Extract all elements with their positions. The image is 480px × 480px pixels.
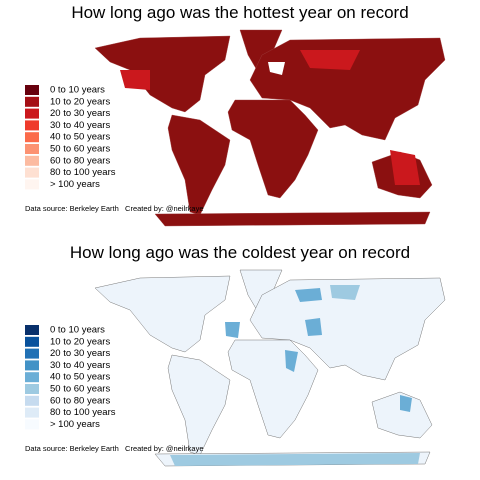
legend-swatch [25, 155, 39, 166]
world-map [94, 29, 446, 227]
legend-swatch [25, 167, 39, 178]
legend-label: 50 to 60 years [50, 144, 110, 155]
legend-label: 80 to 100 years [50, 167, 116, 178]
legend-label: 10 to 20 years [50, 96, 110, 107]
legend-label: 30 to 40 years [50, 360, 110, 371]
legend-swatch [25, 120, 39, 131]
legend-swatch [25, 325, 39, 335]
legend-swatch [25, 179, 39, 190]
legend-swatch [25, 132, 39, 143]
legend-label: > 100 years [50, 419, 100, 430]
legend-label: > 100 years [50, 179, 100, 190]
region-shading [268, 62, 285, 75]
legend-label: 20 to 30 years [50, 348, 110, 359]
legend-label: 30 to 40 years [50, 120, 110, 131]
coldest-map [94, 269, 446, 467]
data-source: Data source: Berkeley Earth Created by: … [25, 204, 204, 213]
legend-label: 10 to 20 years [50, 336, 110, 347]
hottest-map [94, 29, 446, 227]
world-map [94, 269, 446, 467]
legend-label: 50 to 60 years [50, 384, 110, 395]
legend-swatch [25, 360, 39, 371]
map-title: How long ago was the hottest year on rec… [71, 3, 408, 22]
legend-swatch [25, 407, 39, 418]
legend-swatch [25, 108, 39, 119]
legend-label: 80 to 100 years [50, 407, 116, 418]
legend-label: 0 to 10 years [50, 85, 105, 96]
legend-label: 40 to 50 years [50, 132, 110, 143]
legend-swatch [25, 336, 39, 347]
legend-swatch [25, 144, 39, 154]
legend-swatch [25, 419, 39, 430]
legend-label: 40 to 50 years [50, 372, 110, 383]
legend-label: 60 to 80 years [50, 395, 110, 406]
legend-swatch [25, 372, 39, 383]
legend-swatch [25, 85, 39, 95]
data-source: Data source: Berkeley Earth Created by: … [25, 444, 204, 453]
legend-swatch [25, 348, 39, 359]
legend-label: 60 to 80 years [50, 155, 110, 166]
legend-label: 0 to 10 years [50, 325, 105, 336]
legend-label: 20 to 30 years [50, 108, 110, 119]
map-title: How long ago was the coldest year on rec… [70, 243, 410, 262]
legend-swatch [25, 96, 39, 107]
legend-swatch [25, 384, 39, 394]
legend-swatch [25, 395, 39, 406]
